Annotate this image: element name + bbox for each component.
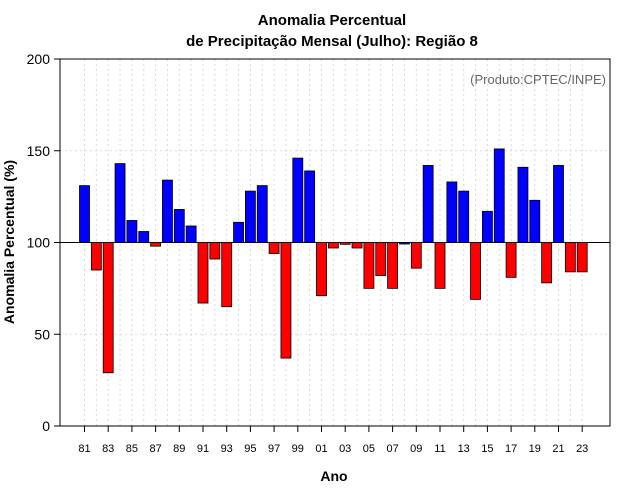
bar-96 [256, 185, 268, 243]
bar-82 [90, 242, 102, 271]
bar-86 [138, 231, 150, 243]
x-axis-label: Ano [320, 468, 347, 484]
x-tick-label: 85 [126, 443, 138, 455]
bar-83 [102, 242, 114, 374]
bar-90 [185, 225, 197, 243]
x-tick-label: 93 [221, 443, 233, 455]
x-tick-label: 81 [78, 443, 90, 455]
bar-07 [387, 242, 399, 289]
grid-layer [60, 59, 610, 426]
x-tick-label: 03 [339, 443, 351, 455]
bar-88 [162, 179, 173, 243]
bar-06 [375, 242, 387, 276]
bar-15 [481, 210, 493, 243]
chart-title-line-1: Anomalia Percentual [258, 12, 406, 29]
bar-89 [173, 209, 185, 243]
y-axis-label: Anomalia Percentual (%) [1, 160, 17, 324]
bar-81 [79, 185, 90, 243]
x-tick-label: 15 [481, 443, 493, 455]
x-tick-label: 21 [552, 443, 564, 455]
bar-13 [458, 190, 470, 243]
bar-87 [150, 242, 162, 247]
x-tick-label: 89 [173, 443, 185, 455]
bar-22 [564, 242, 576, 273]
bar-99 [292, 157, 304, 243]
bar-05 [363, 242, 375, 289]
credit-annotation: (Produto:CPTEC/INPE) [470, 72, 606, 87]
y-tick-label: 0 [42, 418, 50, 434]
bar-94 [233, 221, 244, 243]
bar-00 [304, 170, 316, 243]
bar-11 [434, 242, 446, 289]
bar-16 [493, 148, 505, 243]
y-tick-label: 50 [34, 326, 50, 342]
x-tick-label: 87 [149, 443, 161, 455]
bar-09 [410, 242, 422, 269]
x-tick-label: 07 [386, 443, 398, 455]
bar-97 [268, 242, 280, 254]
x-tick-label: 09 [410, 443, 422, 455]
x-tick-label: 11 [434, 443, 445, 455]
x-tick-label: 19 [529, 443, 541, 455]
bar-91 [197, 242, 209, 304]
bar-98 [280, 242, 292, 359]
x-tick-label: 13 [458, 443, 470, 455]
y-tick-label: 200 [27, 51, 51, 67]
bar-02 [327, 242, 339, 249]
bar-93 [221, 242, 233, 308]
bar-14 [470, 242, 481, 300]
x-axis: 81 83 85 87 89 91 93 95 97 99 01 03 05 07 09 11 13 15 17 19… [78, 426, 588, 455]
bar-01 [316, 242, 327, 297]
bar-20 [541, 242, 553, 284]
x-tick-label: 95 [244, 443, 256, 455]
x-tick-label: 91 [197, 443, 209, 455]
x-tick-label: 01 [315, 443, 327, 455]
bar-21 [553, 165, 564, 243]
bar-04 [351, 242, 363, 249]
bar-17 [505, 242, 517, 278]
y-tick-label: 150 [27, 143, 51, 159]
x-tick-label: 83 [102, 443, 114, 455]
bar-10 [422, 165, 434, 243]
bar-92 [209, 242, 221, 260]
chart-title-line-2: de Precipitação Mensal (Julho): Região 8 [186, 33, 478, 50]
x-tick-label: 99 [292, 443, 304, 455]
bar-84 [114, 163, 126, 243]
bar-23 [576, 242, 588, 273]
x-tick-label: 17 [505, 443, 517, 455]
bar-85 [126, 220, 138, 243]
x-tick-label: 05 [363, 443, 375, 455]
y-axis: 0 50 100 150 200 [27, 51, 60, 434]
bar-12 [446, 181, 458, 243]
x-tick-label: 23 [576, 443, 588, 455]
y-tick-label: 100 [27, 235, 51, 251]
bar-18 [517, 166, 529, 243]
bar-19 [529, 199, 541, 243]
bar-95 [244, 190, 256, 243]
x-tick-label: 97 [268, 443, 280, 455]
